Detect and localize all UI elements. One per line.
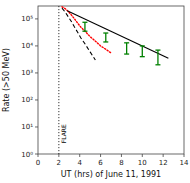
error-bar [124,43,129,54]
x-tick-label: 14 [180,159,189,167]
flare-label: FLARE [60,124,67,143]
y-tick-label: 10⁴ [21,42,33,50]
x-tick [79,154,80,157]
y-tick [35,99,38,100]
y-tick [35,45,38,46]
y-tick-label: 10⁰ [21,151,33,159]
error-bar-cap [124,53,129,54]
x-tick-label: 2 [57,159,61,167]
error-bar-stem [157,50,158,65]
curve-solid [67,11,168,58]
x-axis-label: UT (hrs) of June 11, 1991 [61,170,161,179]
error-bar-stem [126,43,127,54]
curve-dotted [62,7,111,53]
chart: 0 2 4 6 8 10 12 14 10⁰ 10¹ 10² 10³ 10⁴ 10⁵ UT (hrs) of… [0,0,190,183]
x-tick [58,154,59,157]
x-tick-label: 6 [98,159,103,167]
x-tick-label: 10 [138,159,147,167]
x-tick [142,154,143,157]
error-bar-cap [155,49,160,50]
y-tick [35,18,38,19]
error-bar-cap [103,41,108,42]
error-bar-stem [105,33,106,42]
x-tick-label: 8 [119,159,123,167]
x-tick-label: 4 [77,159,82,167]
y-tick [35,154,38,155]
error-bar-cap [103,32,108,33]
y-tick [35,126,38,127]
error-bar [155,50,160,65]
plot-frame [38,6,184,154]
x-tick-label: 12 [159,159,168,167]
plot-area [59,6,169,154]
error-bar-cap [155,64,160,65]
error-bar-stem [84,22,85,31]
x-tick [184,154,185,157]
error-bar-cap [82,31,87,32]
x-tick [38,154,39,157]
y-tick-label: 10² [21,96,33,104]
y-tick-label: 10¹ [21,123,33,131]
error-bar-cap [140,56,145,57]
x-tick [163,154,164,157]
x-tick [121,154,122,157]
y-tick [35,72,38,73]
error-bar [82,22,87,31]
error-bar-cap [140,45,145,46]
error-bar-stem [142,46,143,57]
error-bar [140,46,145,57]
x-tick [100,154,101,157]
y-axis-label: Rate (>50 MeV) [2,48,11,112]
x-tick-label: 0 [36,159,40,167]
error-bar-cap [124,42,129,43]
y-tick-label: 10⁵ [21,15,33,23]
error-bar [103,33,108,42]
error-bar-cap [82,22,87,23]
y-tick-label: 10³ [21,69,33,77]
